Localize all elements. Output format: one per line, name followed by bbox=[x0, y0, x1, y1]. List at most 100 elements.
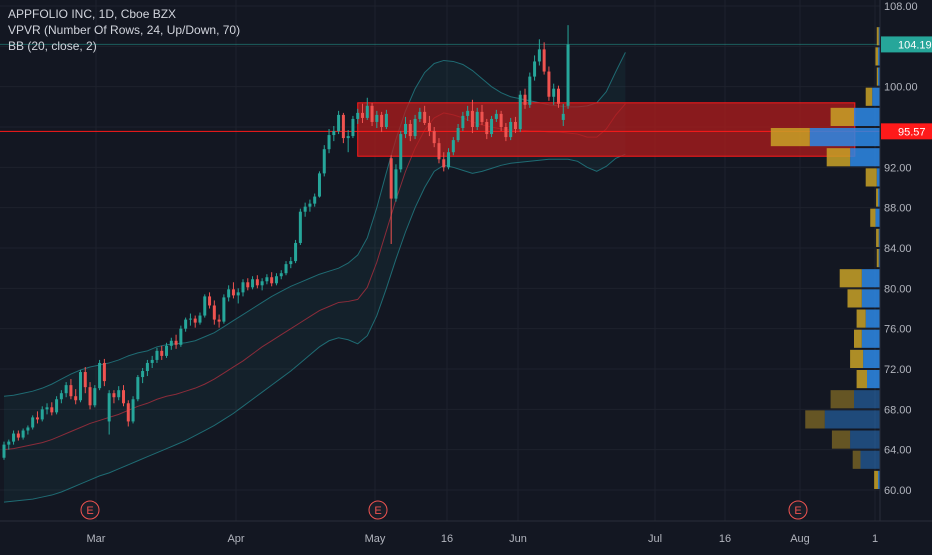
candle-76 bbox=[365, 97, 369, 120]
candle-body-80 bbox=[384, 113, 388, 127]
vpvr-legend[interactable]: VPVR (Number Of Rows, 24, Up/Down, 70) bbox=[8, 23, 241, 37]
candle-body-94 bbox=[451, 140, 455, 153]
price-label-2: 100.00 bbox=[884, 82, 918, 94]
axes bbox=[0, 0, 932, 522]
volume-profile bbox=[770, 27, 880, 489]
vp-down-bar-20 bbox=[805, 410, 825, 429]
candle-body-109 bbox=[523, 94, 527, 105]
vp-up-bar-5 bbox=[854, 107, 880, 126]
candle-body-60 bbox=[289, 261, 293, 265]
candle-26 bbox=[126, 400, 130, 427]
candle-body-11 bbox=[55, 399, 59, 413]
vp-row-1 bbox=[876, 27, 880, 46]
candle-body-100 bbox=[480, 111, 484, 122]
candle-12 bbox=[59, 390, 63, 404]
candle-109 bbox=[523, 88, 527, 109]
candle-70 bbox=[337, 110, 341, 135]
candle-20 bbox=[98, 359, 102, 391]
price-label-5: 88.00 bbox=[884, 203, 912, 215]
earnings-marker-1: E bbox=[368, 500, 388, 520]
vp-down-bar-1 bbox=[876, 27, 879, 46]
vp-up-bar-23 bbox=[878, 470, 880, 489]
candle-73 bbox=[351, 115, 355, 139]
candle-17 bbox=[83, 366, 87, 394]
time-label-6: 16 bbox=[719, 533, 731, 545]
vp-row-3 bbox=[876, 67, 880, 86]
candle-body-16 bbox=[78, 372, 82, 401]
candle-55 bbox=[265, 274, 269, 285]
candle-body-65 bbox=[313, 196, 317, 204]
candle-69 bbox=[332, 125, 336, 142]
candle-91 bbox=[437, 138, 441, 164]
candle-95 bbox=[456, 123, 460, 143]
candle-body-26 bbox=[126, 403, 130, 422]
vp-down-bar-10 bbox=[870, 208, 876, 227]
candle-body-74 bbox=[356, 112, 360, 119]
candle-body-52 bbox=[251, 279, 255, 288]
candle-body-103 bbox=[494, 113, 498, 119]
candle-78 bbox=[375, 110, 379, 129]
vp-up-bar-22 bbox=[860, 450, 880, 469]
candle-77 bbox=[370, 102, 374, 126]
candle-7 bbox=[35, 411, 39, 424]
bb-legend[interactable]: BB (20, close, 2) bbox=[8, 39, 97, 53]
candle-87 bbox=[418, 107, 422, 122]
candle-97 bbox=[466, 105, 470, 121]
candle-body-22 bbox=[107, 393, 111, 422]
candle-24 bbox=[117, 386, 121, 401]
vp-down-bar-19 bbox=[830, 390, 854, 409]
candle-body-51 bbox=[246, 282, 250, 288]
candle-96 bbox=[461, 111, 465, 132]
candle-body-85 bbox=[408, 123, 412, 137]
candle-39 bbox=[188, 313, 192, 326]
candle-58 bbox=[279, 270, 283, 280]
candle-2 bbox=[12, 430, 16, 445]
symbol-legend[interactable]: APPFOLIO INC, 1D, Cboe BZX bbox=[8, 7, 177, 21]
earnings-circle-0 bbox=[80, 500, 100, 520]
candle-body-115 bbox=[552, 88, 556, 97]
vp-up-bar-18 bbox=[867, 370, 880, 389]
candle-14 bbox=[69, 379, 73, 400]
candle-51 bbox=[246, 278, 250, 291]
vp-row-18 bbox=[856, 370, 880, 389]
candle-11 bbox=[55, 396, 59, 415]
vp-down-bar-16 bbox=[854, 329, 862, 348]
candle-body-12 bbox=[59, 393, 63, 400]
candle-16 bbox=[78, 370, 82, 403]
grid-lines bbox=[0, 0, 880, 521]
price-tag-text-line: 95.57 bbox=[898, 126, 926, 138]
price-tag-last: 104.19 bbox=[881, 36, 932, 53]
candle-13 bbox=[64, 382, 68, 398]
candle-body-93 bbox=[447, 152, 451, 168]
candle-body-7 bbox=[35, 417, 39, 420]
candle-4 bbox=[21, 428, 25, 440]
candle-36 bbox=[174, 334, 178, 349]
earnings-marker-2: E bbox=[788, 500, 808, 520]
candle-body-17 bbox=[83, 372, 87, 388]
candle-body-79 bbox=[380, 114, 384, 127]
candle-body-39 bbox=[188, 318, 192, 320]
price-label-0: 108.00 bbox=[884, 1, 918, 13]
candle-30 bbox=[145, 359, 149, 377]
candle-body-63 bbox=[303, 206, 307, 212]
candle-body-53 bbox=[255, 279, 259, 286]
candle-90 bbox=[432, 127, 436, 148]
candle-body-40 bbox=[193, 318, 197, 323]
candle-body-18 bbox=[88, 387, 92, 406]
time-axis-labels[interactable]: Mar Apr May 16 Jun Jul 16 Aug 1 bbox=[87, 533, 879, 545]
time-label-1: Apr bbox=[227, 533, 244, 545]
candle-115 bbox=[552, 83, 556, 105]
bb-fill bbox=[4, 52, 626, 503]
vp-down-bar-15 bbox=[856, 309, 866, 328]
vp-up-bar-4 bbox=[872, 87, 880, 106]
vp-row-5 bbox=[830, 107, 880, 126]
candle-3 bbox=[16, 430, 20, 441]
vp-row-4 bbox=[865, 87, 880, 106]
price-tag-line: 95.57 bbox=[881, 123, 932, 140]
vp-row-14 bbox=[847, 289, 880, 308]
candle-63 bbox=[303, 202, 307, 217]
